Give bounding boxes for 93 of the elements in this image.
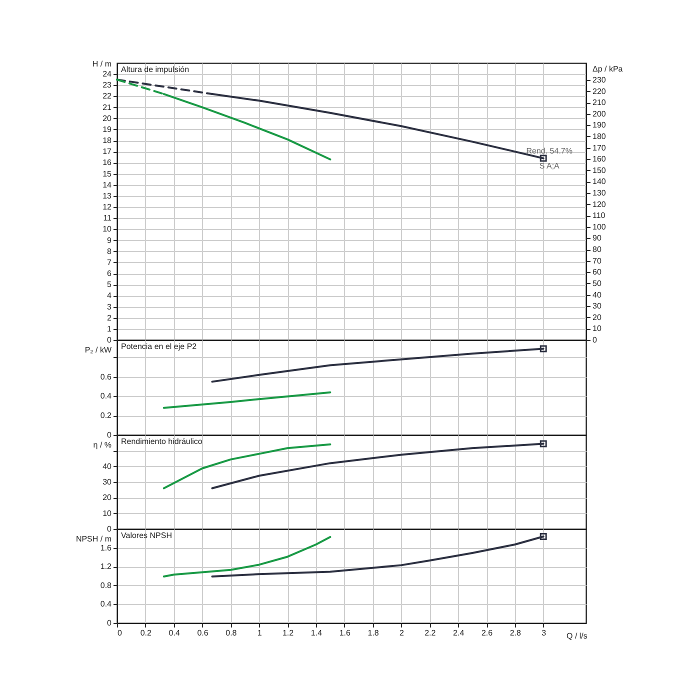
y2-tick-label: 120 <box>592 200 606 209</box>
y2-tick-label: 130 <box>592 188 606 198</box>
y-tick-label: 5 <box>107 280 112 290</box>
y-tick-label: 6 <box>107 269 112 278</box>
y2-tick-label: 140 <box>592 177 606 186</box>
y-tick-label: 14 <box>102 180 112 190</box>
y-tick-label: 3 <box>107 302 112 312</box>
y-tick-label: 30 <box>102 478 112 486</box>
y-tick-label: 24 <box>102 70 112 79</box>
x-tick-label: 3 <box>542 628 547 638</box>
x-tick-label: 0 <box>118 628 122 638</box>
y-tick-label: 20 <box>102 493 112 502</box>
y-axis-title: P₂ / kW <box>84 346 112 354</box>
chart-title: Potencia en el eje P2 <box>121 342 198 351</box>
y-tick-label: 15 <box>102 169 112 178</box>
annotation: S A;A <box>539 161 560 170</box>
y2-tick-label: 80 <box>592 245 602 254</box>
x-axis-title: Q / l/s <box>566 632 588 640</box>
y-tick-label: 22 <box>102 92 112 101</box>
x-tick-label: 1.6 <box>339 628 352 638</box>
y2-tick-label: 60 <box>592 268 602 277</box>
y2-tick-label: 50 <box>592 278 602 288</box>
y-tick-label: 0.4 <box>100 600 112 609</box>
y2-tick-label: 180 <box>592 132 606 141</box>
y-tick-label: 0 <box>107 524 112 534</box>
y-tick-label: 0 <box>107 618 112 628</box>
x-tick-label: 0.2 <box>140 628 152 638</box>
y-tick-label: 12 <box>102 202 112 212</box>
y-tick-label: 10 <box>102 224 112 234</box>
y2-tick-label: 160 <box>592 154 606 164</box>
y-tick-label: 9 <box>107 236 112 245</box>
y2-tick-label: 170 <box>592 143 606 152</box>
y2-tick-label: 0 <box>592 336 598 344</box>
y2-tick-label: 40 <box>592 290 602 300</box>
x-tick-label: 1 <box>257 628 262 638</box>
y-tick-label: 0 <box>107 430 112 440</box>
x-tick-label: 2.4 <box>453 628 465 638</box>
chart-title: Rendimiento hidráulico <box>121 437 203 446</box>
x-tick-label: 2 <box>400 628 405 638</box>
y-tick-label: 18 <box>102 136 112 146</box>
x-tick-label: 2.8 <box>510 628 522 638</box>
y2-tick-label: 30 <box>592 302 602 311</box>
y2-tick-label: 10 <box>592 324 602 334</box>
y-tick-label: 19 <box>102 124 112 134</box>
y-tick-label: 11 <box>103 214 112 223</box>
y-tick-label: 10 <box>102 508 112 518</box>
x-tick-label: 1.8 <box>368 628 380 638</box>
y-axis-title: η / % <box>93 440 112 450</box>
y2-tick-label: 110 <box>592 211 606 220</box>
x-tick-label: 0.4 <box>168 628 180 638</box>
y2-axis-title: Δp / kPa <box>592 64 624 74</box>
y-tick-label: 8 <box>107 246 112 256</box>
y2-tick-label: 190 <box>592 120 606 130</box>
chart-title: Valores NPSH <box>121 531 172 540</box>
y-tick-label: 0 <box>107 336 112 344</box>
y2-tick-label: 150 <box>592 166 606 175</box>
y-tick-label: 20 <box>102 114 112 123</box>
y-tick-label: 16 <box>102 158 112 168</box>
y-tick-label: 0.8 <box>100 580 112 590</box>
y-tick-label: 1 <box>107 324 112 334</box>
y2-tick-label: 100 <box>592 222 606 232</box>
chart-title: Altura de impulsión <box>121 65 190 74</box>
y-tick-label: 7 <box>107 258 112 267</box>
y2-tick-label: 70 <box>592 256 602 266</box>
x-tick-label: 0.6 <box>197 628 209 638</box>
y-tick-label: 2 <box>107 313 112 322</box>
annotation: Rend. 54.7% <box>526 146 572 156</box>
y2-tick-label: 20 <box>592 312 602 322</box>
line-series <box>162 391 332 409</box>
y-tick-label: 0.6 <box>100 372 112 382</box>
y-tick-label: 21 <box>102 102 112 112</box>
x-tick-label: 2.2 <box>424 628 436 638</box>
y2-tick-label: 90 <box>592 234 602 243</box>
y2-tick-label: 220 <box>592 86 606 96</box>
y-tick-label: 4 <box>107 291 112 300</box>
y-tick-label: 23 <box>102 80 112 90</box>
y-tick-label: 13 <box>102 191 112 200</box>
y-tick-label: 1.6 <box>100 543 112 552</box>
x-tick-label: 2.6 <box>481 628 494 638</box>
y-tick-label: 40 <box>102 462 112 471</box>
y-tick-label: 0.2 <box>100 411 112 420</box>
y2-tick-label: 230 <box>592 75 606 84</box>
line-series <box>162 443 332 490</box>
x-tick-label: 0.8 <box>226 628 238 638</box>
y-tick-label: 0.4 <box>100 392 112 401</box>
y-tick-label: 1.2 <box>100 562 112 572</box>
y-axis-title: NPSH / m <box>76 534 112 544</box>
y2-tick-label: 210 <box>592 98 606 108</box>
x-tick-label: 1.4 <box>310 628 323 638</box>
x-tick-label: 1.2 <box>282 628 294 638</box>
y-axis-title: H / m <box>92 60 112 68</box>
y-tick-label: 17 <box>102 147 112 156</box>
y2-tick-label: 200 <box>592 109 606 118</box>
